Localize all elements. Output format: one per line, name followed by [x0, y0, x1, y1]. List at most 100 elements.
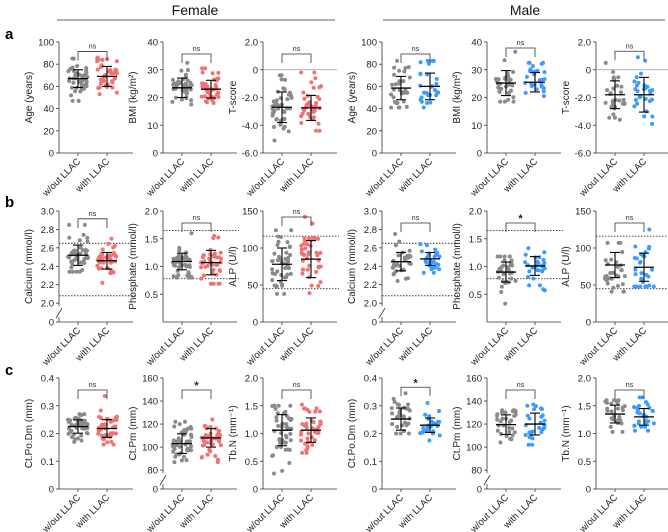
y-tick-label: 0	[153, 149, 158, 160]
data-point	[392, 72, 397, 77]
data-point	[70, 269, 75, 274]
data-point	[638, 259, 643, 264]
y-axis-label: Age (years)	[347, 72, 358, 124]
data-point	[437, 254, 442, 259]
y-tick-label: 100	[466, 443, 482, 454]
data-point	[199, 276, 204, 281]
data-point	[507, 429, 512, 434]
y-axis-label: BMI (kg/m²)	[128, 71, 139, 123]
data-point	[393, 243, 398, 248]
data-point	[270, 267, 275, 272]
data-point	[84, 66, 89, 71]
y-tick-label: 100	[242, 244, 258, 255]
y-tick-label: 20	[366, 126, 377, 137]
data-point	[205, 452, 210, 457]
data-point	[310, 221, 315, 226]
data-point	[638, 284, 643, 289]
data-point	[312, 429, 317, 434]
significance-bracket	[181, 389, 212, 399]
data-point	[433, 247, 438, 252]
data-point	[172, 446, 177, 451]
data-point	[300, 271, 305, 276]
data-point	[498, 419, 503, 424]
data-point	[389, 406, 394, 411]
data-point	[208, 449, 213, 454]
significance-bracket	[281, 389, 312, 399]
data-point	[316, 121, 321, 126]
data-point	[318, 422, 323, 427]
data-point	[171, 274, 176, 279]
data-point	[632, 104, 637, 109]
data-point	[617, 418, 622, 423]
data-point	[114, 414, 119, 419]
data-point	[389, 92, 394, 97]
data-point	[318, 250, 323, 255]
data-point	[208, 247, 213, 252]
data-point	[305, 407, 310, 412]
y-tick-label: 140	[466, 397, 482, 408]
data-point	[299, 432, 304, 437]
data-point	[174, 439, 179, 444]
data-point	[632, 404, 637, 409]
data-point	[390, 82, 395, 87]
significance-label: ns	[626, 43, 634, 50]
data-point	[418, 60, 423, 65]
data-point	[619, 90, 624, 95]
data-point	[405, 90, 410, 95]
data-point	[533, 404, 538, 409]
data-point	[428, 100, 433, 105]
y-axis-label: Tb.N (mm⁻¹)	[228, 405, 239, 461]
data-point	[309, 283, 314, 288]
data-point	[212, 251, 217, 256]
data-point	[307, 263, 312, 268]
data-point	[67, 255, 72, 260]
data-point	[503, 301, 508, 306]
data-point	[305, 436, 310, 441]
data-point	[401, 414, 406, 419]
x-tick-label: w/out LLAC	[363, 156, 406, 199]
data-point	[303, 246, 308, 251]
data-point	[96, 431, 101, 436]
data-point	[397, 239, 402, 244]
data-point	[300, 450, 305, 455]
data-point	[392, 271, 397, 276]
data-point	[270, 453, 275, 458]
data-point	[620, 249, 625, 254]
data-point	[314, 101, 319, 106]
data-point	[425, 400, 430, 405]
x-tick-label: w/out LLAC	[144, 156, 187, 199]
data-point	[79, 83, 84, 88]
data-point	[113, 424, 118, 429]
data-point	[603, 60, 608, 65]
data-point	[512, 413, 517, 418]
significance-bracket	[614, 389, 645, 399]
data-point	[113, 431, 118, 436]
data-point	[200, 66, 205, 71]
data-point	[85, 431, 90, 436]
data-point	[275, 258, 280, 263]
data-point	[497, 89, 502, 94]
data-point	[272, 251, 277, 256]
data-point	[306, 236, 311, 241]
data-point	[214, 272, 219, 277]
y-tick-label: -2.0	[242, 93, 258, 104]
data-point	[541, 89, 546, 94]
y-tick-label: 10	[471, 121, 482, 132]
plot-b-male-1: 0.5 1.0 1.5 2.0 Phosphate (mmol/l) w/out LLAC…	[452, 207, 563, 369]
data-point	[283, 257, 288, 262]
significance-label: ns	[89, 382, 97, 389]
data-point	[527, 416, 532, 421]
y-tick-label: 0	[586, 65, 591, 76]
data-point	[394, 431, 399, 436]
data-point	[643, 96, 648, 101]
data-point	[108, 431, 113, 436]
data-point	[650, 114, 655, 119]
data-point	[638, 71, 643, 76]
y-tick-label: 2.0	[578, 374, 591, 385]
y-tick-label: 1.5	[145, 234, 158, 245]
y-tick-label: 0	[49, 149, 54, 160]
y-tick-label: 2.0	[41, 299, 54, 310]
